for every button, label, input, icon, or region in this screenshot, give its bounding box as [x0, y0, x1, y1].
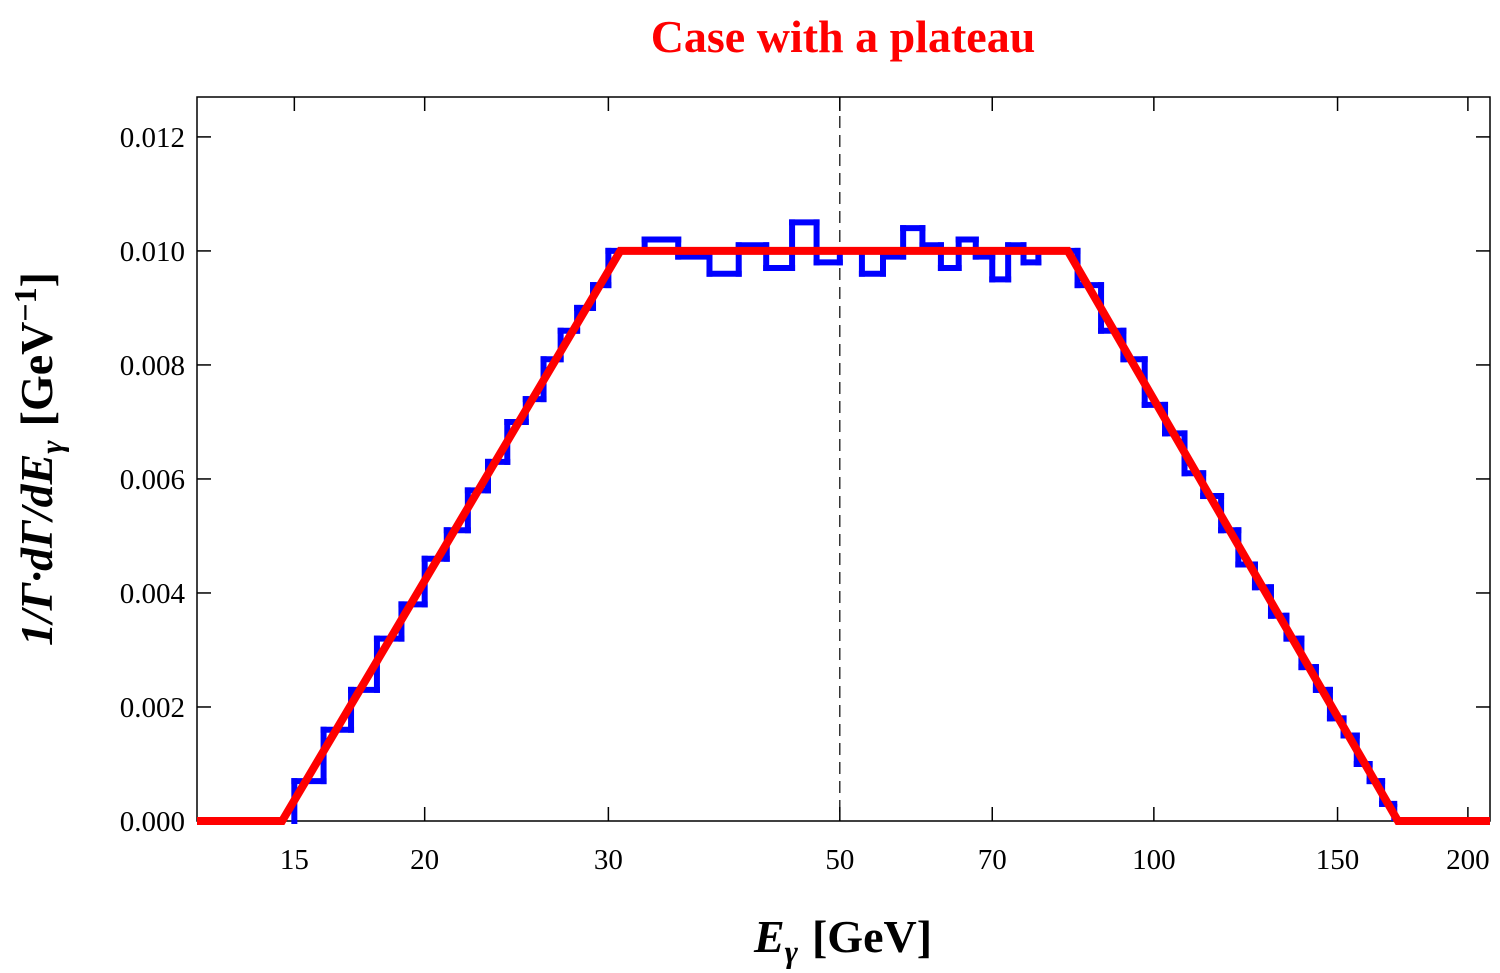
x-axis-label: Eγ [GeV] [753, 911, 932, 969]
y-label-sup: −1 [7, 287, 43, 321]
y-axis-label: 1/Γ·dΓ/dEγ [GeV−1] [7, 272, 69, 646]
fit-line [197, 246, 1490, 825]
x-tick-label: 70 [978, 844, 1007, 876]
y-tick-label: 0.004 [120, 578, 186, 610]
x-label-main: E [753, 911, 785, 962]
x-tick-label: 150 [1316, 844, 1360, 876]
y-tick-label: 0.008 [120, 350, 185, 382]
x-tick-label: 50 [825, 844, 854, 876]
y-tick-label: 0.006 [120, 464, 185, 496]
plot-frame [196, 96, 1491, 822]
y-tick-label: 0.012 [120, 122, 185, 154]
x-label-sub: γ [785, 933, 799, 969]
x-tick-label: 100 [1132, 844, 1176, 876]
y-tick-label: 0.000 [120, 806, 185, 838]
y-tick-label: 0.002 [120, 692, 185, 724]
y-label-sub: γ [33, 440, 69, 454]
x-tick-label: 15 [280, 844, 309, 876]
y-label-unit: [GeV [11, 322, 62, 427]
x-tick-label: 20 [410, 844, 439, 876]
y-label-main: 1/Γ·dΓ/dE [11, 454, 62, 646]
x-label-unit: [GeV] [812, 911, 932, 962]
y-tick-label: 0.010 [120, 236, 185, 268]
chart-title: Case with a plateau [651, 11, 1036, 62]
x-tick-label: 30 [594, 844, 623, 876]
y-label-close: ] [11, 272, 62, 287]
x-tick-label: 200 [1446, 844, 1490, 876]
